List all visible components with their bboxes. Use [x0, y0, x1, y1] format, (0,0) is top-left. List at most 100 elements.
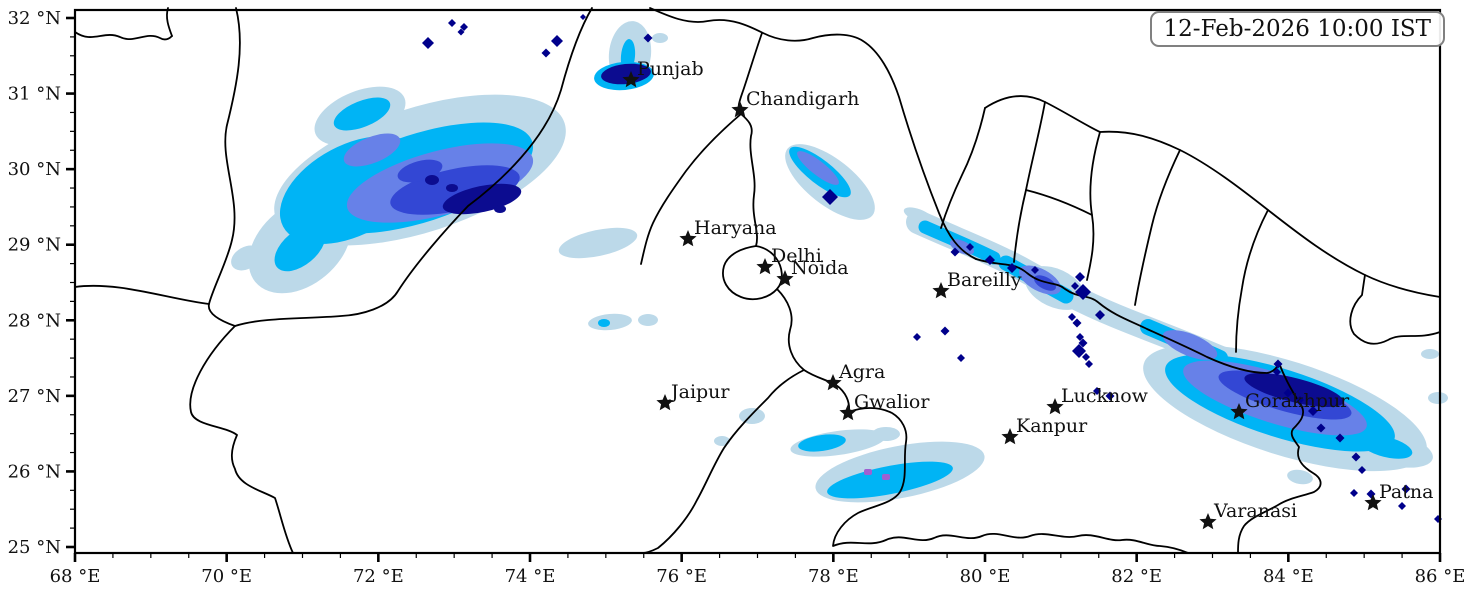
- city-label-gorakhpur: Gorakhpur: [1245, 390, 1350, 412]
- storm-point: [1316, 423, 1326, 433]
- border-chandigarh-delhi: [737, 32, 763, 247]
- storm-point: [643, 33, 653, 43]
- city-label-gwalior: Gwalior: [854, 391, 930, 413]
- city-label-bareilly: Bareilly: [947, 269, 1022, 291]
- storm-point: [957, 354, 965, 362]
- city-label-varanasi: Varanasi: [1213, 500, 1297, 522]
- storm-point: [551, 35, 563, 47]
- storm-point: [1105, 391, 1115, 401]
- border-nepal-seam-4: [1134, 149, 1181, 306]
- city-label-punjab: Punjab: [637, 58, 704, 80]
- x-tick-label: 78 °E: [808, 566, 859, 587]
- city-star-varanasi: [1199, 513, 1217, 530]
- border-west-long: [207, 7, 241, 327]
- border-nepal-seam-6: [1025, 189, 1093, 216]
- border-west-spur: [74, 284, 210, 305]
- city-label-haryana: Haryana: [694, 217, 777, 239]
- storm-point: [1078, 338, 1088, 348]
- storm-point: [1296, 396, 1304, 404]
- city-label-kanpur: Kanpur: [1016, 415, 1088, 437]
- y-tick-label: 29 °N: [8, 235, 61, 256]
- storm-point: [1082, 353, 1090, 361]
- storm-point: [1398, 502, 1406, 510]
- y-tick-label: 32 °N: [8, 8, 61, 29]
- border-rajasthan-mp: [641, 369, 805, 554]
- border-nepal-seam-2: [1013, 101, 1046, 263]
- x-tick-label: 68 °E: [50, 566, 101, 587]
- city-star-haryana: [679, 230, 697, 247]
- storm-point: [1335, 433, 1345, 443]
- violet-mark: [864, 469, 872, 475]
- storm-point: [1358, 466, 1366, 474]
- storm-point: [448, 19, 456, 27]
- city-label-lucknow: Lucknow: [1061, 385, 1149, 407]
- storm-point: [1031, 266, 1039, 274]
- city-star-bareilly: [932, 282, 950, 299]
- storm-point: [460, 23, 468, 31]
- storm-point: [422, 37, 434, 49]
- storm-point: [940, 326, 950, 336]
- y-tick-label: 30 °N: [8, 159, 61, 180]
- storm-point: [1095, 310, 1105, 320]
- x-tick-label: 82 °E: [1111, 566, 1162, 587]
- border-diagonal-west: [234, 7, 593, 327]
- storm-point: [1350, 489, 1358, 497]
- violet-mark: [882, 474, 890, 480]
- city-star-agra: [824, 374, 842, 391]
- x-tick-label: 72 °E: [353, 566, 404, 587]
- border-nepal-seam-3: [1086, 131, 1101, 281]
- city-star-gorakhpur: [1230, 403, 1248, 420]
- x-tick-label: 80 °E: [960, 566, 1011, 587]
- storm-point: [966, 243, 974, 251]
- city-star-patna: [1364, 494, 1382, 511]
- border-bihar-right: [1349, 274, 1441, 345]
- storm-point: [950, 247, 960, 257]
- border-nepal-seam-5: [1235, 209, 1269, 353]
- y-tick-label: 31 °N: [8, 84, 61, 105]
- violet-marks: [864, 469, 890, 480]
- storm-point: [1075, 284, 1091, 300]
- storm-point: [1007, 263, 1017, 273]
- storm-point: [985, 255, 995, 265]
- storm-point: [1283, 388, 1293, 398]
- y-tick-label: 26 °N: [8, 461, 61, 482]
- storm-point: [1072, 318, 1082, 328]
- city-star-delhi: [756, 258, 774, 275]
- storm-point: [1071, 282, 1079, 290]
- city-star-punjab: [622, 71, 640, 88]
- x-tick-label: 84 °E: [1263, 566, 1314, 587]
- city-star-lucknow: [1046, 398, 1064, 415]
- storm-points: [422, 14, 1442, 523]
- border-gwalior-south: [832, 407, 1189, 554]
- city-star-noida: [776, 270, 794, 287]
- storm-point: [457, 28, 465, 36]
- storm-point: [541, 48, 551, 58]
- border-foothills: [975, 258, 1280, 374]
- city-star-jaipur: [656, 394, 674, 411]
- border-west-south: [189, 325, 294, 554]
- storm-point: [580, 14, 586, 20]
- storm-point: [1076, 333, 1084, 341]
- storm-point: [1075, 272, 1085, 282]
- border-himalaya-north: [649, 7, 977, 260]
- border-nepal-north: [984, 95, 1441, 298]
- storm-point: [822, 189, 838, 205]
- city-star-kanpur: [1001, 428, 1019, 445]
- city-star-chandigarh: [731, 101, 749, 118]
- storm-point: [1072, 344, 1086, 358]
- x-tick-label: 86 °E: [1415, 566, 1466, 587]
- border-delhi-agra: [776, 288, 851, 413]
- border-lines: [74, 7, 1441, 554]
- border-topleft-branch: [166, 7, 173, 37]
- timestamp-text: 12-Feb-2026 10:00 IST: [1163, 16, 1431, 42]
- storm-point: [1093, 387, 1101, 395]
- city-label-chandigarh: Chandigarh: [746, 88, 859, 110]
- timestamp-box: 12-Feb-2026 10:00 IST: [1149, 11, 1445, 47]
- precipitation-layer: [231, 21, 1448, 503]
- storm-point: [1401, 484, 1411, 494]
- x-tick-label: 76 °E: [656, 566, 707, 587]
- storm-point: [1308, 406, 1318, 416]
- y-tick-label: 25 °N: [8, 537, 61, 558]
